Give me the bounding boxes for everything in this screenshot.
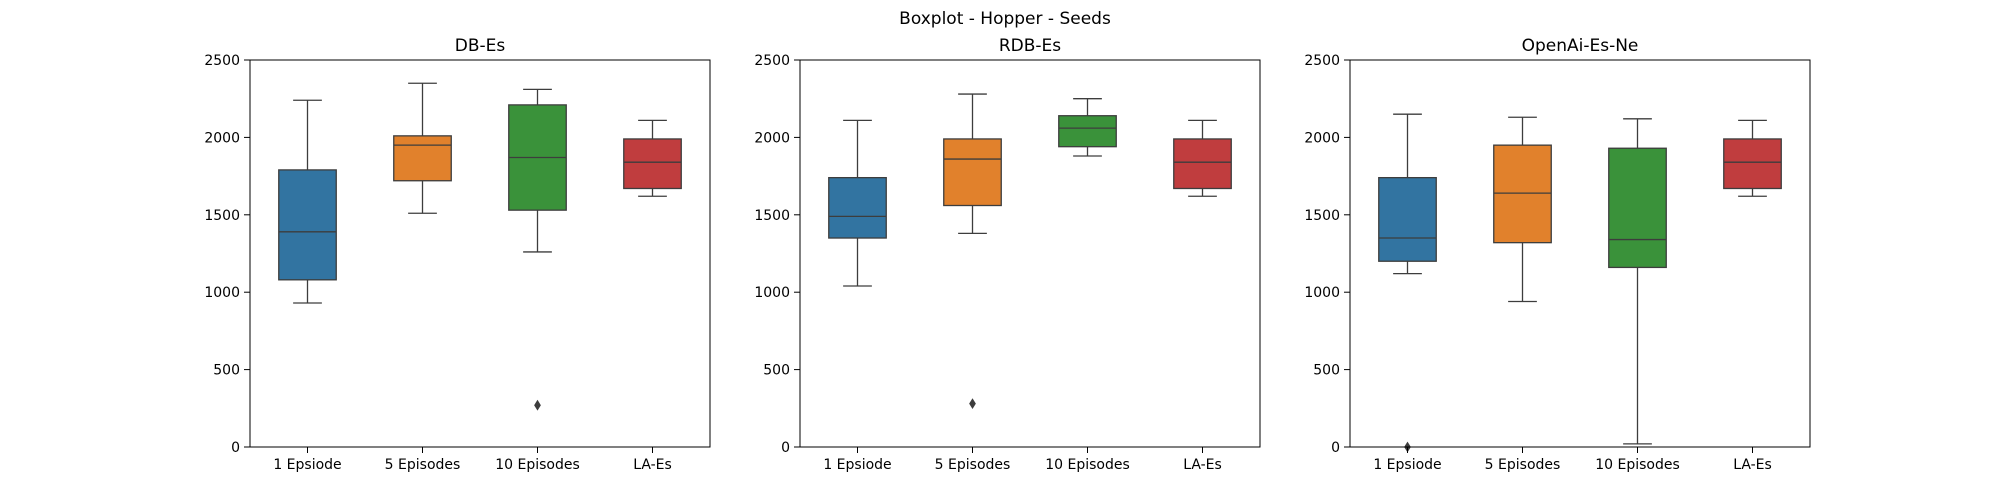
y-tick-label: 0 — [231, 440, 240, 456]
box-4 — [1723, 119, 1782, 197]
x-tick-label: 1 Epsiode — [273, 457, 341, 473]
box-2 — [1493, 116, 1552, 303]
box-2 — [393, 82, 452, 214]
box-iqr — [623, 138, 682, 190]
flier-point — [534, 399, 541, 411]
x-tick-label: 10 Episodes — [1595, 457, 1680, 473]
box-iqr — [1493, 144, 1552, 244]
y-tick-label: 0 — [1331, 440, 1340, 456]
x-tick-label: 1 Epsiode — [1373, 457, 1441, 473]
y-tick-label: 500 — [763, 363, 790, 379]
x-tick-label: 5 Episodes — [385, 457, 461, 473]
x-tick-label: 5 Episodes — [935, 457, 1011, 473]
box-iqr — [278, 169, 337, 281]
subplot-panels: DB-Es 0 500 1000 1500 2000 2500 1 Epsiode 5 Epis… — [204, 36, 1811, 473]
box-1 — [1378, 113, 1437, 453]
y-tick-label: 500 — [1313, 363, 1340, 379]
axes-frame — [799, 59, 1261, 448]
y-tick-label: 1500 — [204, 208, 240, 224]
y-tick-label: 1500 — [1304, 208, 1340, 224]
box-4 — [623, 119, 682, 197]
y-tick-label: 1500 — [754, 208, 790, 224]
axes-frame — [1349, 59, 1811, 448]
y-tick-label: 0 — [781, 440, 790, 456]
subplot-title: DB-Es — [455, 36, 506, 56]
box-iqr — [1173, 138, 1232, 190]
box-2 — [943, 93, 1002, 410]
y-tick-label: 1000 — [1304, 285, 1340, 301]
box-iqr — [1058, 115, 1117, 148]
box-1 — [828, 119, 887, 287]
x-tick-label: 5 Episodes — [1485, 457, 1561, 473]
x-tick-label: 10 Episodes — [1045, 457, 1130, 473]
y-tick-label: 2500 — [204, 53, 240, 69]
flier-point — [969, 398, 976, 410]
subplot-title: RDB-Es — [999, 36, 1061, 56]
x-tick-label: LA-Es — [1733, 457, 1772, 473]
subplot-1: DB-Es 0 500 1000 1500 2000 2500 1 Epsiode 5 Epis… — [204, 36, 711, 473]
box-iqr — [393, 135, 452, 182]
x-tick-label: LA-Es — [633, 457, 672, 473]
x-tick-label: 10 Episodes — [495, 457, 580, 473]
box-3 — [1058, 98, 1117, 157]
subplot-title: OpenAi-Es-Ne — [1522, 36, 1639, 56]
axes-frame — [249, 59, 711, 448]
box-iqr — [1378, 176, 1437, 262]
box-iqr — [943, 138, 1002, 207]
y-tick-label: 1000 — [204, 285, 240, 301]
figure-title: Boxplot - Hopper - Seeds — [899, 9, 1111, 29]
box-iqr — [828, 176, 887, 239]
box-4 — [1173, 119, 1232, 197]
box-iqr — [1723, 138, 1782, 190]
box-3 — [1608, 118, 1667, 445]
y-tick-label: 2000 — [1304, 130, 1340, 146]
box-3 — [508, 88, 567, 411]
subplot-3: OpenAi-Es-Ne 0 500 1000 1500 2000 2500 1 Epsiod… — [1304, 36, 1811, 473]
x-tick-label: LA-Es — [1183, 457, 1222, 473]
y-tick-label: 2000 — [204, 130, 240, 146]
x-tick-label: 1 Epsiode — [823, 457, 891, 473]
box-iqr — [1608, 147, 1667, 269]
y-tick-label: 2500 — [1304, 53, 1340, 69]
y-tick-label: 500 — [213, 363, 240, 379]
y-tick-label: 1000 — [754, 285, 790, 301]
y-tick-label: 2000 — [754, 130, 790, 146]
box-1 — [278, 99, 337, 304]
subplot-2: RDB-Es 0 500 1000 1500 2000 2500 1 Epsiode 5 Epi… — [754, 36, 1261, 473]
y-tick-label: 2500 — [754, 53, 790, 69]
